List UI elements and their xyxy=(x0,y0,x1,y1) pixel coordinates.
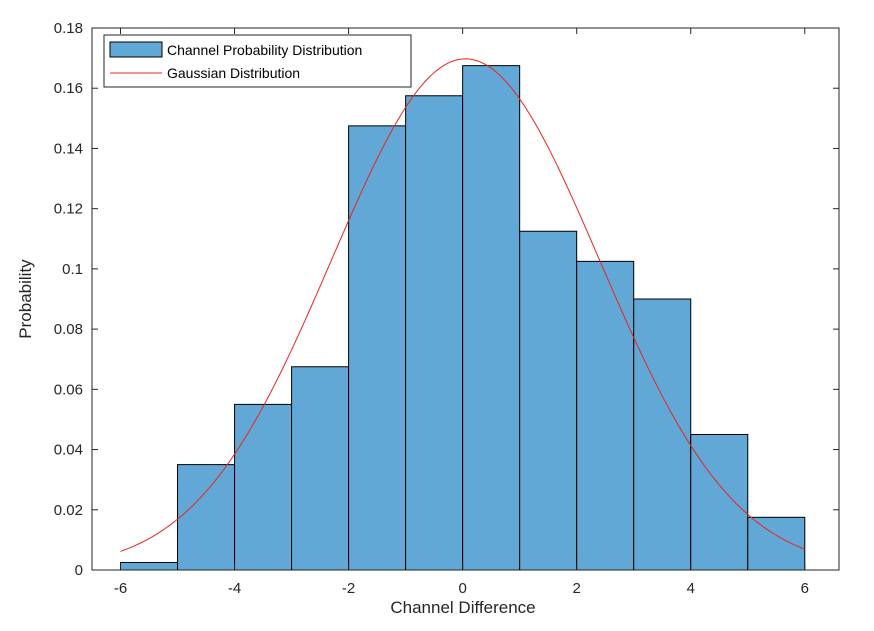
legend: Channel Probability Distribution Gaussia… xyxy=(103,34,412,88)
histogram-bars xyxy=(120,65,806,571)
y-tick-label: 0.1 xyxy=(62,261,83,278)
histogram-bar xyxy=(690,434,749,571)
y-axis-title: Probability xyxy=(16,259,35,339)
x-tick-label: 0 xyxy=(458,580,466,597)
y-tick-label: 0.04 xyxy=(54,442,83,459)
legend-swatch-histogram xyxy=(109,41,163,58)
histogram-bar xyxy=(291,366,350,571)
x-tick-label: -2 xyxy=(342,580,355,597)
y-tick-label: 0.16 xyxy=(54,80,83,97)
histogram-bar xyxy=(747,516,806,571)
histogram-bar xyxy=(633,298,692,571)
legend-label-gaussian: Gaussian Distribution xyxy=(167,65,300,81)
histogram-bar xyxy=(576,260,635,571)
plot-frame xyxy=(91,27,840,571)
x-tick-label: 2 xyxy=(573,580,581,597)
y-tick-label: 0 xyxy=(75,562,83,579)
histogram-bar xyxy=(177,464,236,571)
legend-label-histogram: Channel Probability Distribution xyxy=(167,42,362,58)
histogram-bar xyxy=(348,125,407,571)
y-tick-labels: 0 0.02 0.04 0.06 0.08 0.1 0.12 0.14 0.16 0.18 xyxy=(54,20,83,579)
x-tick-label: 6 xyxy=(801,580,809,597)
y-tick-label: 0.02 xyxy=(54,502,83,519)
histogram-bar xyxy=(120,561,179,571)
histogram-bar xyxy=(462,65,521,571)
x-tick-labels: -6 -4 -2 0 2 4 6 xyxy=(114,580,809,597)
y-tick-label: 0.18 xyxy=(54,20,83,37)
x-tick-label: -4 xyxy=(228,580,241,597)
y-tick-label: 0.08 xyxy=(54,321,83,338)
x-tick-label: 4 xyxy=(687,580,695,597)
x-axis-title: Channel Difference xyxy=(390,598,535,617)
gaussian-curve xyxy=(120,58,805,552)
y-tick-label: 0.06 xyxy=(54,381,83,398)
histogram-bar xyxy=(519,230,578,571)
x-tick-label: -6 xyxy=(114,580,127,597)
y-tick-label: 0.14 xyxy=(54,140,83,157)
axis-ticks xyxy=(92,27,839,571)
histogram-bar xyxy=(234,403,293,571)
histogram-bar xyxy=(405,95,464,571)
y-tick-label: 0.12 xyxy=(54,201,83,218)
